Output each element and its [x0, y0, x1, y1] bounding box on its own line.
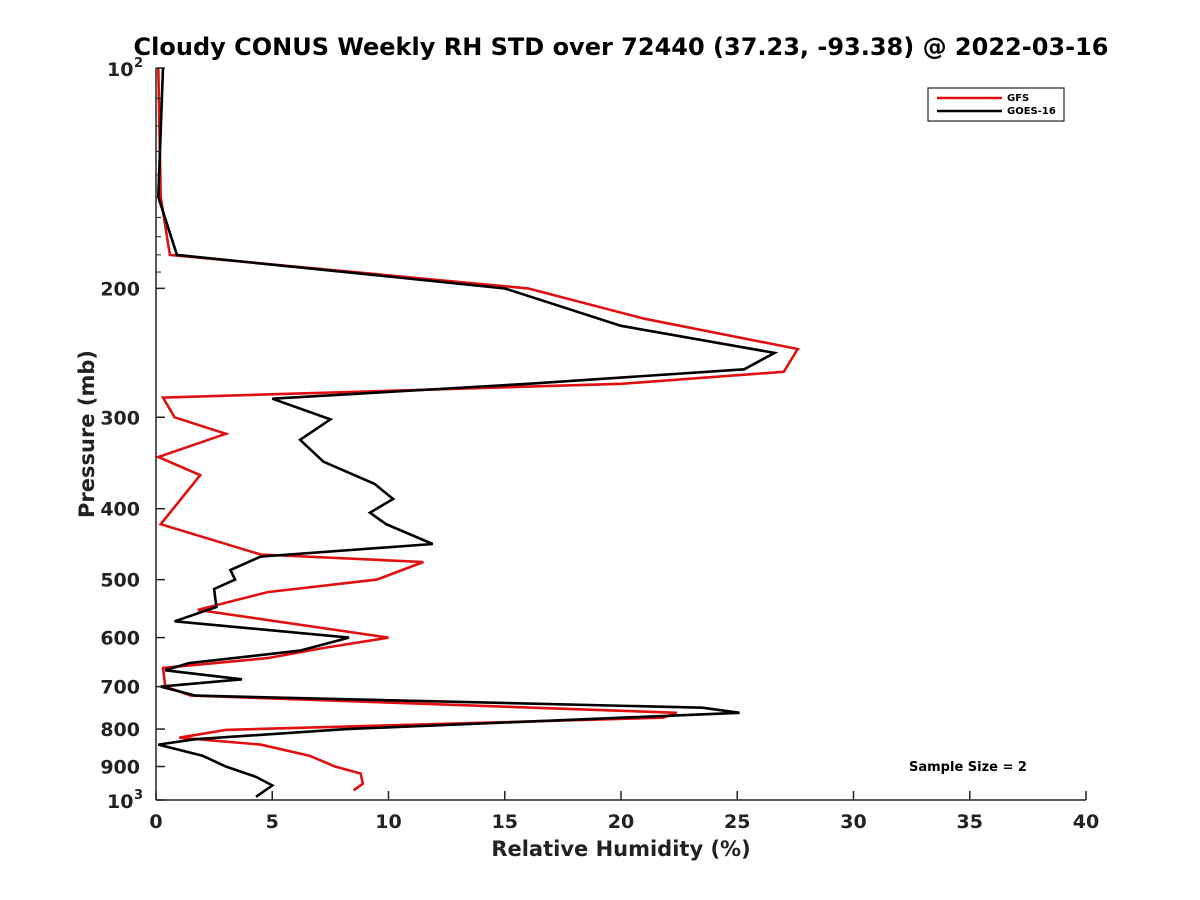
x-tick-label: 30 — [840, 811, 866, 833]
y-tick-label-power: 10 2 — [107, 56, 143, 81]
x-axis-label: Relative Humidity (%) — [491, 837, 750, 861]
sample-size-annotation: Sample Size = 2 — [909, 760, 1027, 775]
y-tick-label: 300 — [100, 407, 140, 429]
x-tick-label: 0 — [149, 811, 162, 833]
x-tick-label: 15 — [492, 811, 518, 833]
y-axis-label: Pressure (mb) — [75, 350, 99, 518]
x-tick-label: 25 — [724, 811, 750, 833]
y-tick-label: 800 — [100, 719, 140, 741]
series-line-gfs — [154, 67, 800, 792]
y-tick-label: 900 — [100, 757, 140, 779]
y-tick-label: 200 — [100, 278, 140, 300]
y-tick-label: 400 — [100, 499, 140, 521]
axes — [155, 68, 1086, 801]
y-tick-label: 700 — [100, 677, 140, 699]
x-tick-label: 20 — [608, 811, 634, 833]
series-layer — [154, 67, 800, 798]
series-line-goes16 — [156, 67, 779, 798]
y-tick-label-power: 10 3 — [107, 788, 143, 813]
x-tick-label: 40 — [1073, 811, 1099, 833]
legend: GFS GOES-16 — [927, 87, 1065, 122]
legend-label-goes16: GOES-16 — [1007, 106, 1056, 117]
legend-label-gfs: GFS — [1007, 93, 1029, 104]
x-tick-label: 5 — [266, 811, 279, 833]
y-tick-power-exponent: 2 — [134, 56, 143, 71]
y-tick-label: 600 — [100, 628, 140, 650]
legend-box — [927, 87, 1065, 122]
y-tick-power-base: 10 — [107, 59, 133, 81]
chart-title: Cloudy CONUS Weekly RH STD over 72440 (3… — [134, 33, 1109, 61]
y-tick-power-exponent: 3 — [134, 788, 143, 803]
x-tick-label: 35 — [957, 811, 983, 833]
y-tick-power-base: 10 — [107, 791, 133, 813]
y-tick-label: 500 — [100, 570, 140, 592]
x-tick-label: 10 — [375, 811, 401, 833]
x-ticks: 0 5 10 15 20 25 30 35 40 — [149, 791, 1099, 833]
